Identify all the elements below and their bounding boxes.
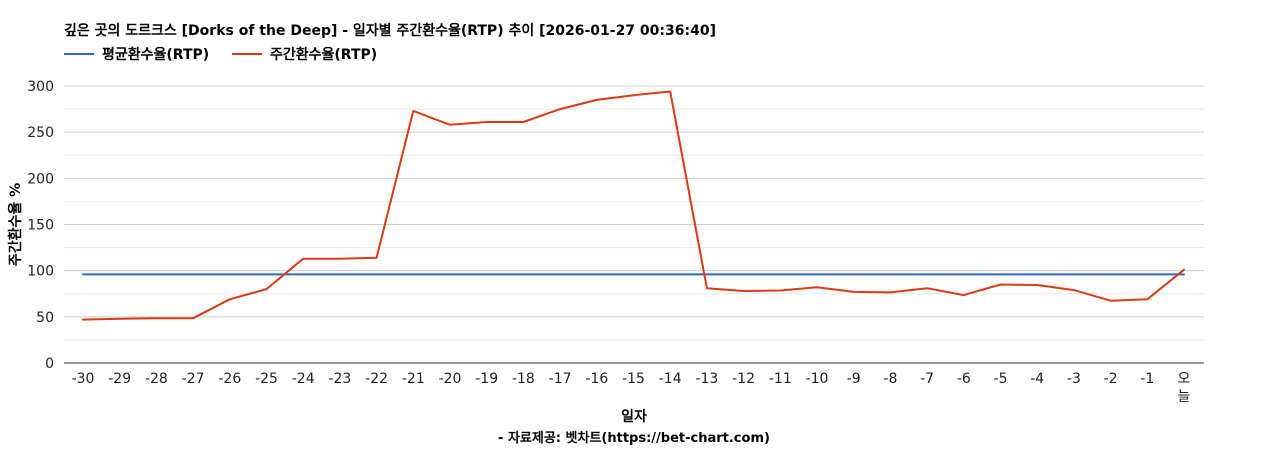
x-tick-label: -17 xyxy=(549,371,572,387)
x-tick-label: -6 xyxy=(957,371,971,387)
x-tick-label: -14 xyxy=(659,371,682,387)
x-tick-label: -4 xyxy=(1030,371,1044,387)
series-line-weekly-rtp xyxy=(82,90,1185,321)
chart-title: 깊은 곳의 도르크스 [Dorks of the Deep] - 일자별 주간환… xyxy=(64,23,716,39)
x-tick-label: -25 xyxy=(255,371,278,387)
legend-label-average: 평균환수율(RTP) xyxy=(102,47,210,63)
series-lines xyxy=(82,90,1185,321)
x-tick-label: -23 xyxy=(328,371,351,387)
y-tick-label: 300 xyxy=(27,79,54,95)
x-axis-tick-labels: -30 -29 -28 -27 -26 -25 -24 -23 -22 -21 -20 -19 -18-… xyxy=(72,371,1191,405)
y-axis-tick-labels: 0 50 100 150 200 250 300 xyxy=(27,79,54,372)
legend-swatch-average xyxy=(64,53,94,55)
x-tick-label: -26 xyxy=(218,371,241,387)
x-tick-label: -22 xyxy=(365,371,388,387)
x-tick-label: -27 xyxy=(182,371,205,387)
legend-item-weekly-rtp[interactable]: 주간환수율(RTP) xyxy=(232,44,377,64)
source-credit: - 자료제공: 벳차트(https://bet-chart.com) xyxy=(498,430,770,446)
major-gridlines xyxy=(64,85,1204,364)
x-tick-label: -13 xyxy=(695,371,718,387)
x-tick-label: -11 xyxy=(769,371,792,387)
x-axis-label: 일자 xyxy=(621,409,647,425)
x-tick-label: -21 xyxy=(402,371,425,387)
x-tick-label: -19 xyxy=(475,371,498,387)
x-tick-label: -8 xyxy=(883,371,897,387)
y-tick-label: 250 xyxy=(27,125,54,141)
x-tick-label: -24 xyxy=(292,371,315,387)
x-tick-label: -5 xyxy=(994,371,1008,387)
legend-swatch-weekly xyxy=(232,53,262,55)
y-tick-label: 150 xyxy=(27,218,54,234)
x-tick-label: -2 xyxy=(1104,371,1118,387)
x-tick-label: -28 xyxy=(145,371,168,387)
x-tick-label: -29 xyxy=(108,371,131,387)
x-tick-label: -1 xyxy=(1140,371,1154,387)
legend-label-weekly: 주간환수율(RTP) xyxy=(270,47,378,63)
x-tick-label: -16 xyxy=(585,371,608,387)
x-tick-label: -12 xyxy=(732,371,755,387)
x-tick-label: -7 xyxy=(920,371,934,387)
y-tick-label: 0 xyxy=(45,356,54,372)
y-axis-label: 주간환수율 % xyxy=(7,183,24,266)
x-tick-label: -18 xyxy=(512,371,535,387)
x-tick-label: -20 xyxy=(439,371,462,387)
x-tick-label: -30 xyxy=(72,371,95,387)
y-tick-label: 50 xyxy=(36,310,54,326)
minor-gridlines xyxy=(64,108,1204,341)
x-tick-label: -15 xyxy=(622,371,645,387)
x-tick-label: -10 xyxy=(806,371,829,387)
legend-item-average-rtp[interactable]: 평균환수율(RTP) xyxy=(64,44,209,64)
x-tick-label: -9 xyxy=(847,371,861,387)
y-tick-label: 200 xyxy=(27,171,54,187)
x-tick-label: -3 xyxy=(1067,371,1081,387)
y-tick-label: 100 xyxy=(27,264,54,280)
